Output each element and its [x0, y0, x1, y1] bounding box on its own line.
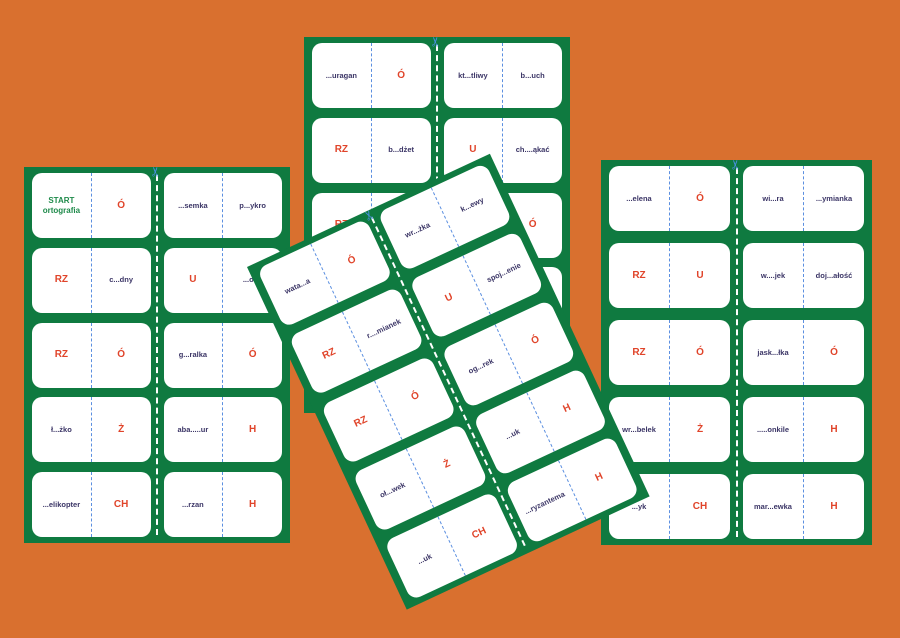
domino-card: RZ c...dny [32, 247, 151, 313]
card-left-half: g...ralka [164, 322, 224, 388]
card-right-half: p...ykro [239, 200, 266, 210]
domino-card: jask...łka Ó [743, 320, 864, 385]
domino-card: RZ U [609, 243, 730, 308]
domino-card: ...rzan H [163, 472, 282, 537]
domino-card: RZ Ó [609, 320, 730, 385]
card-left-half: ...yk [609, 474, 670, 539]
card-right-half: Ó [696, 346, 704, 358]
domino-card: ...uragan Ó [312, 43, 431, 108]
domino-card: ł...żko Ż [32, 397, 151, 463]
domino-card: g...ralka Ó [163, 322, 282, 388]
card-left-half: RZ [32, 322, 92, 388]
domino-card: wr...belek Ż [609, 397, 730, 462]
card-right-half: Ó [528, 219, 537, 230]
card-left-half: aba.....ur [164, 397, 224, 463]
card-left-half: mar...ewka [743, 474, 804, 539]
card-left-half: w....jek [743, 243, 804, 308]
card-left-half: ...rzan [164, 472, 224, 537]
cut-line [156, 175, 158, 535]
card-right-half: Ó [117, 199, 126, 211]
card-left-half: ...uragan [312, 43, 372, 108]
card-right-half: Ó [397, 69, 406, 81]
card-left-half: ...elikopter [32, 472, 92, 537]
card-right-half: U [696, 269, 704, 281]
scissors-icon: ✂ [147, 166, 163, 177]
card-left-half: ...elena [609, 166, 670, 231]
card-left-half: RZ [609, 243, 670, 308]
card-left-half: jask...łka [743, 320, 804, 385]
domino-card: .....onkile H [743, 397, 864, 462]
card-right-half: CH [692, 500, 708, 512]
card-left-half: ł...żko [32, 397, 92, 463]
card-right-half: H [249, 498, 257, 510]
card-left-half: .....onkile [743, 397, 804, 462]
domino-card: mar...ewka H [743, 474, 864, 539]
card-right-half: c...dny [109, 275, 133, 285]
card-left-half: kt...tliwy [444, 43, 504, 108]
card-left-half: wr...belek [609, 397, 670, 462]
domino-card: ...semka p...ykro [163, 173, 282, 238]
domino-card: ...elikopter CH [32, 472, 151, 537]
card-right-half: Ó [248, 349, 257, 360]
card-right-half: H [830, 500, 838, 512]
card-left-half: RZ [312, 117, 372, 183]
domino-card: RZ Ó [32, 322, 151, 388]
domino-card: wi...ra ...ymianka [743, 166, 864, 231]
card-right-half: ...ymianka [815, 193, 853, 203]
card-left-half: wi...ra [743, 166, 804, 231]
card-right-half: Ó [117, 349, 126, 360]
card-left-half: U [444, 117, 504, 183]
card-right-half: ch....ąkać [515, 145, 550, 155]
scissors-icon: ✂ [427, 36, 443, 47]
card-right-half: CH [113, 498, 129, 510]
domino-sheet-left: ✂ START ortografia Ó ...semka p...ykro RZ c...… [24, 166, 290, 543]
card-right-half: Ó [696, 192, 704, 204]
domino-card: START ortografia Ó [32, 173, 151, 238]
domino-card: ...elena Ó [609, 166, 730, 231]
card-right-half: doj...ałość [815, 270, 853, 280]
card-right-half: Ó [830, 346, 838, 358]
card-left-half: U [164, 247, 224, 313]
card-right-half: Ż [696, 423, 704, 435]
card-right-half: H [249, 423, 257, 435]
domino-card: kt...tliwy b...uch [443, 43, 562, 108]
scissors-icon: ✂ [727, 159, 743, 170]
card-left-half: ...semka [164, 173, 224, 238]
domino-card: RZ b...dżet [312, 117, 431, 183]
card-right-half: b...dżet [388, 145, 415, 155]
card-left-half: RZ [609, 320, 670, 385]
card-right-half: Ż [118, 423, 125, 435]
card-left-half: RZ [32, 247, 92, 313]
card-right-half: H [830, 423, 838, 435]
domino-card: aba.....ur H [163, 397, 282, 463]
card-right-half: b...uch [520, 70, 545, 80]
card-left-half: START ortografia [32, 173, 92, 238]
cut-line [735, 168, 738, 537]
domino-card: w....jek doj...ałość [743, 243, 864, 308]
